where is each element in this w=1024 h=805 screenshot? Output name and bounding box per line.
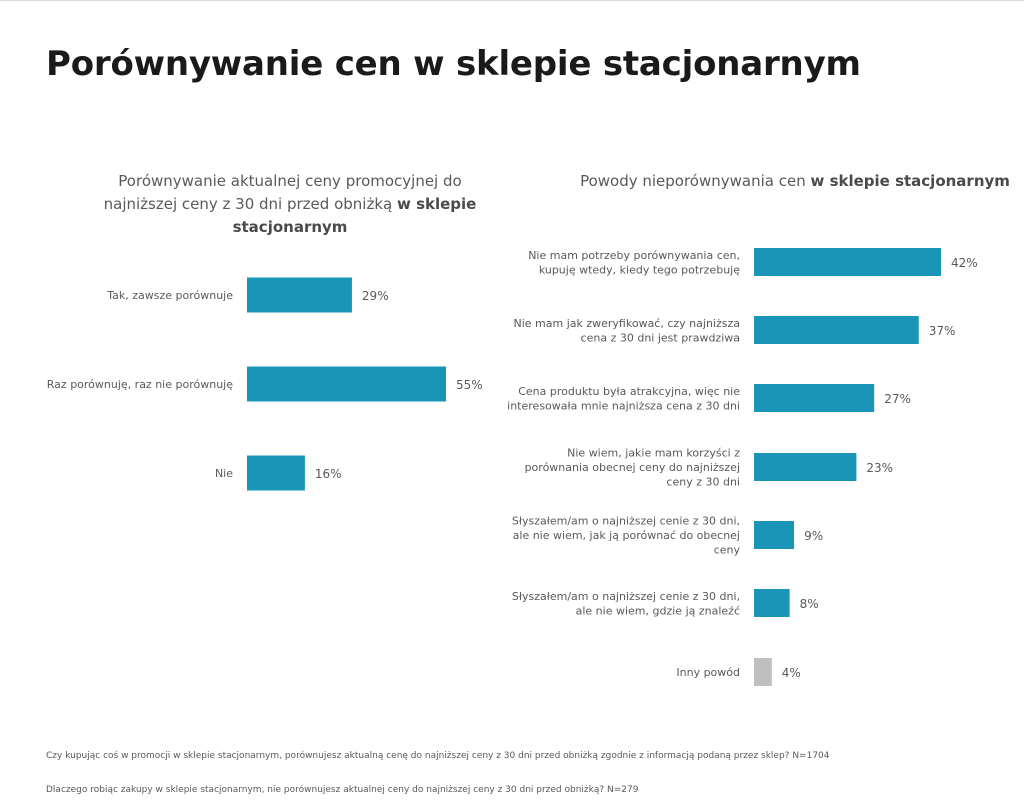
top-border [0,0,1024,1]
right-category-label-6-line-1: Słyszałem/am o najniższej cenie z 30 dni… [512,590,740,603]
right-category-label-1-line-2: kupuję wtedy, kiedy tego potrzebuję [539,263,740,276]
left-chart-title: Porównywanie aktualnej ceny promocyjnej … [60,170,520,239]
right-category-label-7-line-1: Inny powód [676,666,740,679]
left-chart-title-line1: Porównywanie aktualnej ceny promocyjnej … [118,172,462,190]
left-chart-title-line2-normal: najniższej ceny z 30 dni przed obniżką [103,195,393,213]
right-value-label-5: 9% [804,529,823,543]
left-chart-title-line3: stacjonarnym [60,216,520,239]
left-value-label-1: 29% [362,289,389,303]
right-category-label-6-line-2: ale nie wiem, gdzie ją znaleźć [576,604,740,617]
right-bar-5 [754,521,795,549]
left-category-label-1: Tak, zawsze porównuje [106,289,233,302]
right-category-label-3-line-1: Cena produktu była atrakcyjna, więc nie [518,385,740,398]
right-category-label-4-line-2: porównania obecnej ceny do najniższej [525,461,740,474]
left-value-label-2: 55% [456,378,483,392]
right-category-label-4-line-1: Nie wiem, jakie mam korzyści z [567,447,740,460]
right-category-label-2-line-2: cena z 30 dni jest prawdziwa [581,331,740,344]
right-bar-2 [754,316,919,344]
left-category-label-3: Nie [215,467,233,480]
left-value-label-3: 16% [315,467,342,481]
left-bar-3 [247,455,305,491]
right-value-label-2: 37% [929,324,956,338]
right-chart-title-normal: Powody nieporównywania cen [580,172,806,190]
right-bar-3 [754,384,875,412]
right-category-label-5-line-3: ceny [714,544,741,557]
right-category-label-1-line-1: Nie mam potrzeby porównywania cen, [528,249,740,262]
right-value-label-1: 42% [951,256,978,270]
right-value-label-7: 4% [782,666,801,680]
right-category-label-5-line-1: Słyszałem/am o najniższej cenie z 30 dni… [512,515,740,528]
left-chart-title-line2-bold: w sklepie [396,195,477,213]
footnote-question-1: Czy kupując coś w promocji w sklepie sta… [46,751,830,761]
right-value-label-4: 23% [866,461,893,475]
right-chart-title: Powody nieporównywania cen w sklepie sta… [560,170,1024,193]
left-bar-1 [247,277,352,313]
right-category-label-3-line-2: interesowała mnie najniższa cena z 30 dn… [507,399,740,412]
footnote-question-2: Dlaczego robiąc zakupy w sklepie stacjon… [46,785,639,795]
left-bar-2 [247,366,446,402]
page-title: Porównywanie cen w sklepie stacjonarnym [46,44,861,84]
right-bar-7 [754,658,772,686]
right-bar-1 [754,248,941,276]
left-chart-title-line2: najniższej ceny z 30 dni przed obniżką w… [60,193,520,216]
left-category-label-2: Raz porównuję, raz nie porównuję [47,378,233,391]
right-category-label-4-line-3: ceny z 30 dni [666,476,740,489]
right-bar-4 [754,453,857,481]
right-value-label-3: 27% [884,392,911,406]
right-category-label-2-line-1: Nie mam jak zweryfikować, czy najniższa [513,317,740,330]
left-chart-title-line3-bold: stacjonarnym [232,218,348,236]
right-category-label-5-line-2: ale nie wiem, jak ją porównać do obecnej [513,529,740,542]
right-value-label-6: 8% [800,597,819,611]
right-bar-6 [754,589,790,617]
right-chart-title-bold: w sklepie stacjonarnym [810,172,1010,190]
